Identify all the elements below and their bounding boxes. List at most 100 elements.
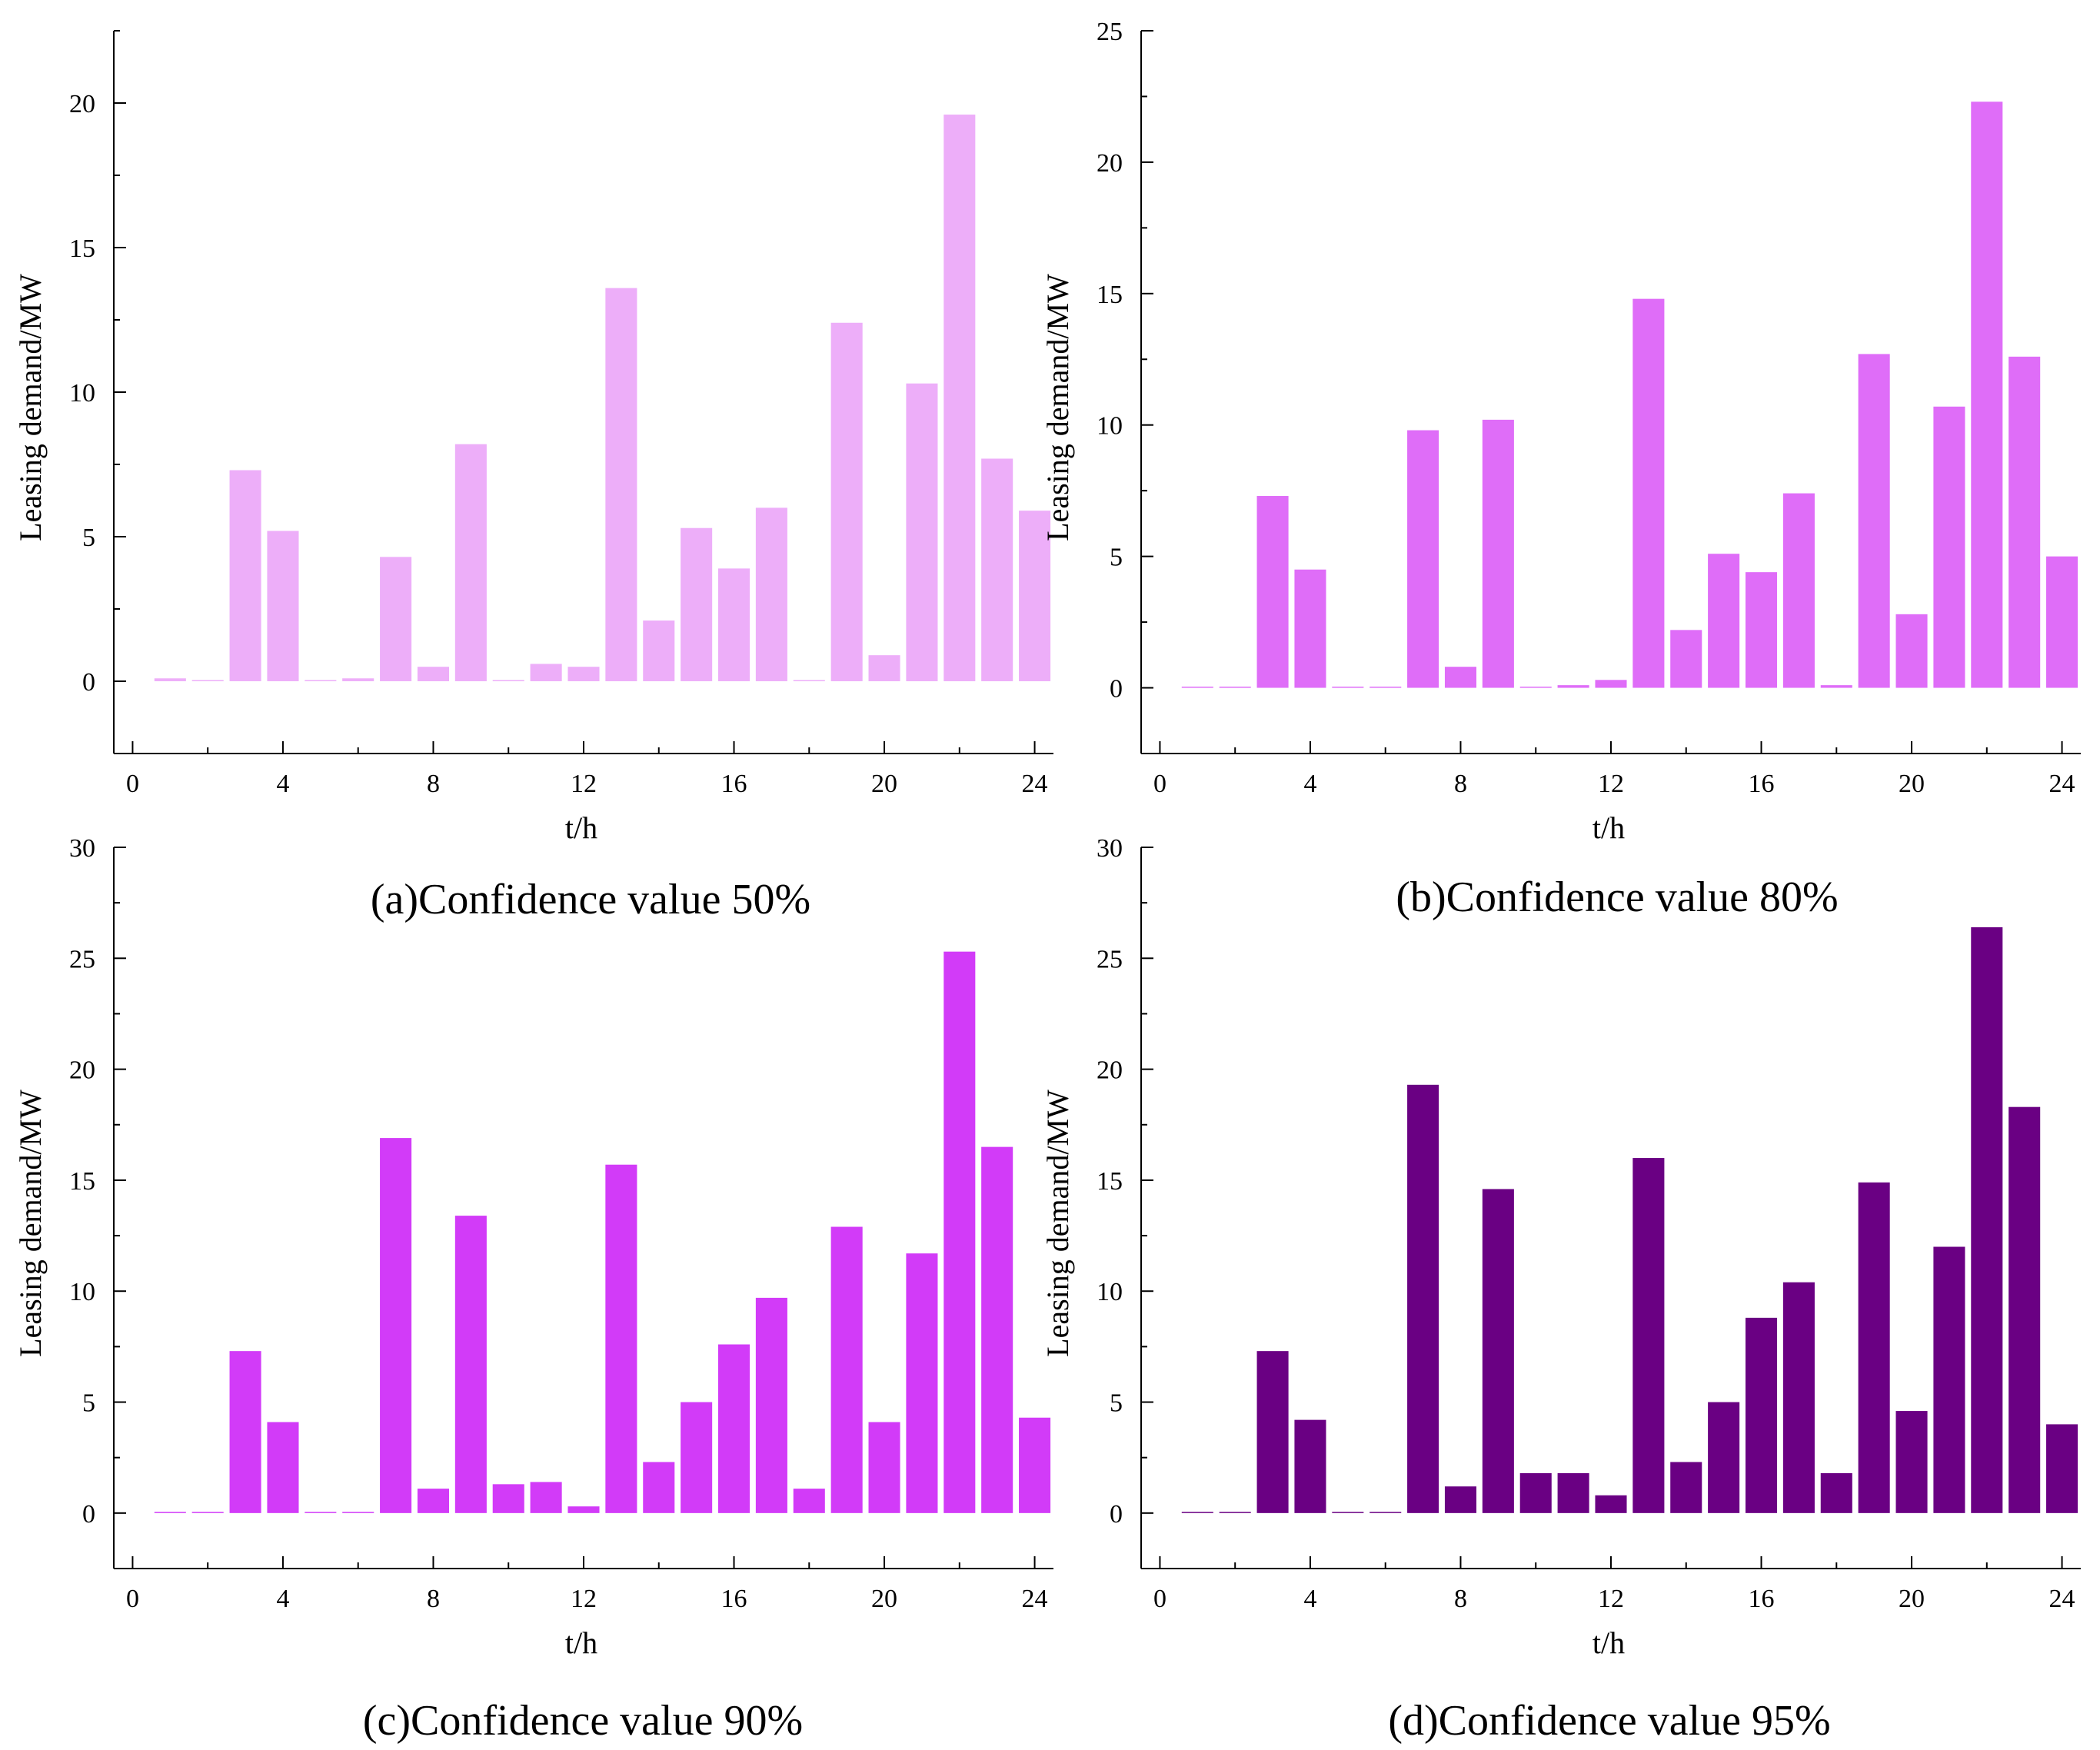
bar-d-18 [1820, 1472, 1852, 1513]
bar-c-19 [830, 1226, 863, 1513]
y-axis-title-d: Leasing demand/MW [1040, 1090, 1075, 1357]
bar-c-23 [981, 1146, 1013, 1513]
x-tick-label-c-20: 20 [871, 1585, 897, 1613]
y-tick-label-c-0: 0 [82, 1500, 95, 1529]
y-tick-label-b-20: 20 [1097, 149, 1123, 178]
y-tick-label-b-0: 0 [1110, 675, 1123, 704]
bar-c-11 [530, 1482, 562, 1513]
bar-d-24 [2046, 1424, 2078, 1513]
bar-b-11 [1557, 685, 1589, 688]
bar-a-14 [643, 620, 675, 681]
bar-b-8 [1444, 667, 1477, 688]
panel-b: 0 5 10 15 20 25 0 4 8 12 16 20 24 t/h Leasing demand/M… [1040, 18, 2081, 845]
panel-c: 0 5 10 15 20 25 30 0 4 8 12 16 20 24 t/h Leasing demand… [13, 834, 1053, 1660]
x-tick-label-a-24: 24 [1022, 770, 1048, 798]
x-tick-label-c-4: 4 [276, 1585, 289, 1613]
bar-a-12 [567, 667, 600, 681]
bar-a-13 [605, 288, 637, 681]
y-tick-label-d-5: 5 [1110, 1389, 1123, 1418]
bar-a-4 [267, 531, 299, 681]
y-tick-label-c-10: 10 [69, 1278, 95, 1306]
y-tick-label-c-20: 20 [69, 1056, 95, 1085]
bar-a-3 [229, 470, 261, 681]
x-tick-label-a-12: 12 [571, 770, 597, 798]
bar-c-16 [717, 1344, 750, 1513]
bar-a-8 [417, 667, 450, 681]
bar-d-21 [1933, 1246, 1965, 1513]
y-tick-label-a-10: 10 [69, 379, 95, 408]
bar-b-9 [1482, 419, 1514, 688]
bar-c-14 [643, 1462, 675, 1513]
bar-d-2 [1219, 1512, 1251, 1513]
bar-b-20 [1895, 614, 1928, 688]
y-tick-label-d-15: 15 [1097, 1167, 1123, 1196]
x-tick-label-b-24: 24 [2049, 770, 2075, 798]
bar-b-24 [2046, 556, 2078, 688]
bar-c-5 [305, 1512, 337, 1513]
bar-a-18 [793, 680, 825, 681]
x-tick-label-b-4: 4 [1303, 770, 1316, 798]
bar-c-20 [868, 1422, 900, 1513]
y-axis-title-c: Leasing demand/MW [13, 1090, 48, 1357]
x-tick-label-c-8: 8 [427, 1585, 440, 1613]
bar-d-22 [1971, 927, 2003, 1513]
bar-a-22 [944, 115, 976, 682]
bar-b-10 [1519, 687, 1552, 688]
panel-d: 0 5 10 15 20 25 30 0 4 8 12 16 20 24 t/h Leasing demand… [1040, 834, 2081, 1660]
bar-a-11 [530, 664, 562, 681]
bar-d-17 [1782, 1282, 1815, 1513]
bar-a-23 [981, 458, 1013, 681]
bar-d-23 [2008, 1106, 2041, 1513]
bar-d-15 [1708, 1402, 1740, 1513]
y-tick-label-d-30: 30 [1097, 834, 1123, 863]
bar-a-9 [454, 444, 487, 681]
panel-a: 0 5 10 15 20 0 4 8 12 16 20 24 t/h Leasing demand/MW [13, 30, 1053, 845]
bar-c-10 [492, 1484, 524, 1513]
bar-d-3 [1256, 1351, 1289, 1513]
x-tick-label-d-16: 16 [1749, 1585, 1775, 1613]
y-tick-label-b-15: 15 [1097, 281, 1123, 309]
x-tick-label-d-4: 4 [1303, 1585, 1316, 1613]
y-tick-label-a-20: 20 [69, 90, 95, 118]
bar-d-7 [1407, 1084, 1439, 1513]
bar-b-23 [2008, 356, 2041, 688]
bar-d-1 [1181, 1512, 1213, 1513]
x-tick-label-a-0: 0 [126, 770, 139, 798]
bar-c-2 [191, 1512, 224, 1513]
bar-b-22 [1971, 101, 2003, 688]
x-tick-label-d-20: 20 [1899, 1585, 1925, 1613]
bar-b-3 [1256, 496, 1289, 688]
bar-c-9 [454, 1216, 487, 1513]
bar-c-17 [755, 1297, 787, 1513]
x-axis-title-d: t/h [1592, 1625, 1625, 1660]
y-tick-label-c-15: 15 [69, 1167, 95, 1196]
bar-d-14 [1670, 1462, 1702, 1513]
bar-d-11 [1557, 1472, 1589, 1513]
y-axis-title-a: Leasing demand/MW [13, 274, 48, 541]
bar-c-7 [380, 1138, 412, 1513]
y-tick-label-d-0: 0 [1110, 1500, 1123, 1529]
y-tick-label-d-10: 10 [1097, 1278, 1123, 1306]
bar-c-12 [567, 1506, 600, 1513]
x-axis-title-a: t/h [565, 810, 597, 845]
x-tick-label-a-16: 16 [721, 770, 747, 798]
bar-c-3 [229, 1351, 261, 1513]
bar-b-1 [1181, 687, 1213, 688]
bar-b-19 [1858, 354, 1890, 688]
bar-c-18 [793, 1489, 825, 1513]
x-tick-label-d-0: 0 [1153, 1585, 1166, 1613]
bar-b-16 [1745, 572, 1778, 688]
bar-c-24 [1019, 1417, 1051, 1513]
y-tick-label-a-15: 15 [69, 235, 95, 263]
y-tick-label-a-5: 5 [82, 524, 95, 552]
bar-b-15 [1708, 554, 1740, 688]
bar-b-6 [1369, 687, 1402, 688]
bar-b-12 [1595, 680, 1627, 688]
x-tick-label-b-12: 12 [1598, 770, 1624, 798]
x-tick-label-d-12: 12 [1598, 1585, 1624, 1613]
bar-c-6 [342, 1512, 374, 1513]
x-axis-title-c: t/h [565, 1625, 597, 1660]
bar-c-1 [154, 1512, 186, 1513]
bar-d-4 [1294, 1419, 1326, 1513]
